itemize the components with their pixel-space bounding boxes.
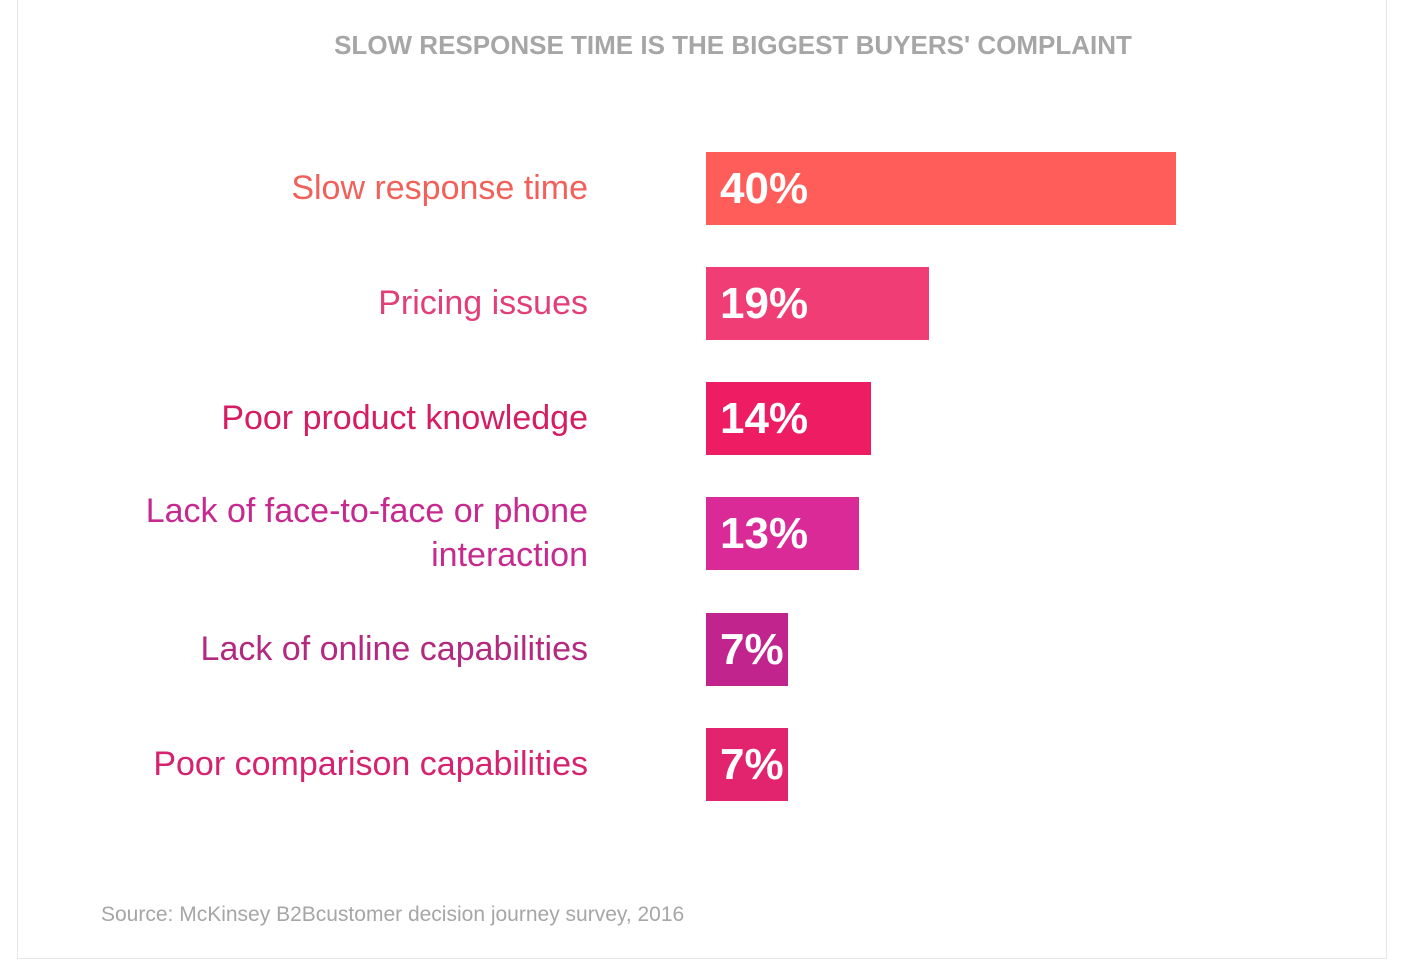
category-label: Lack of face-to-face or phone interactio… [145, 492, 588, 574]
category-label: Slow response time [291, 169, 588, 207]
category-label: Pricing issues [378, 284, 588, 322]
bar [706, 267, 930, 340]
bar [706, 152, 1176, 225]
bar [706, 497, 859, 570]
source-note: Source: McKinsey B2Bcustomer decision jo… [101, 903, 685, 926]
bar [706, 382, 871, 455]
value-label: 7% [720, 625, 784, 674]
bar [706, 613, 789, 686]
chart-title: SLOW RESPONSE TIME IS THE BIGGEST BUYERS… [334, 30, 1132, 60]
chart-frame [17, 0, 1387, 959]
value-label: 40% [720, 164, 809, 213]
category-label: Poor comparison capabilities [153, 745, 588, 783]
category-label: Lack of online capabilities [200, 630, 588, 668]
bar [706, 728, 789, 801]
category-label: Poor product knowledge [221, 399, 588, 437]
value-label: 14% [720, 394, 809, 443]
value-label: 19% [720, 279, 809, 328]
value-label: 13% [720, 509, 809, 558]
value-label: 7% [720, 740, 784, 789]
